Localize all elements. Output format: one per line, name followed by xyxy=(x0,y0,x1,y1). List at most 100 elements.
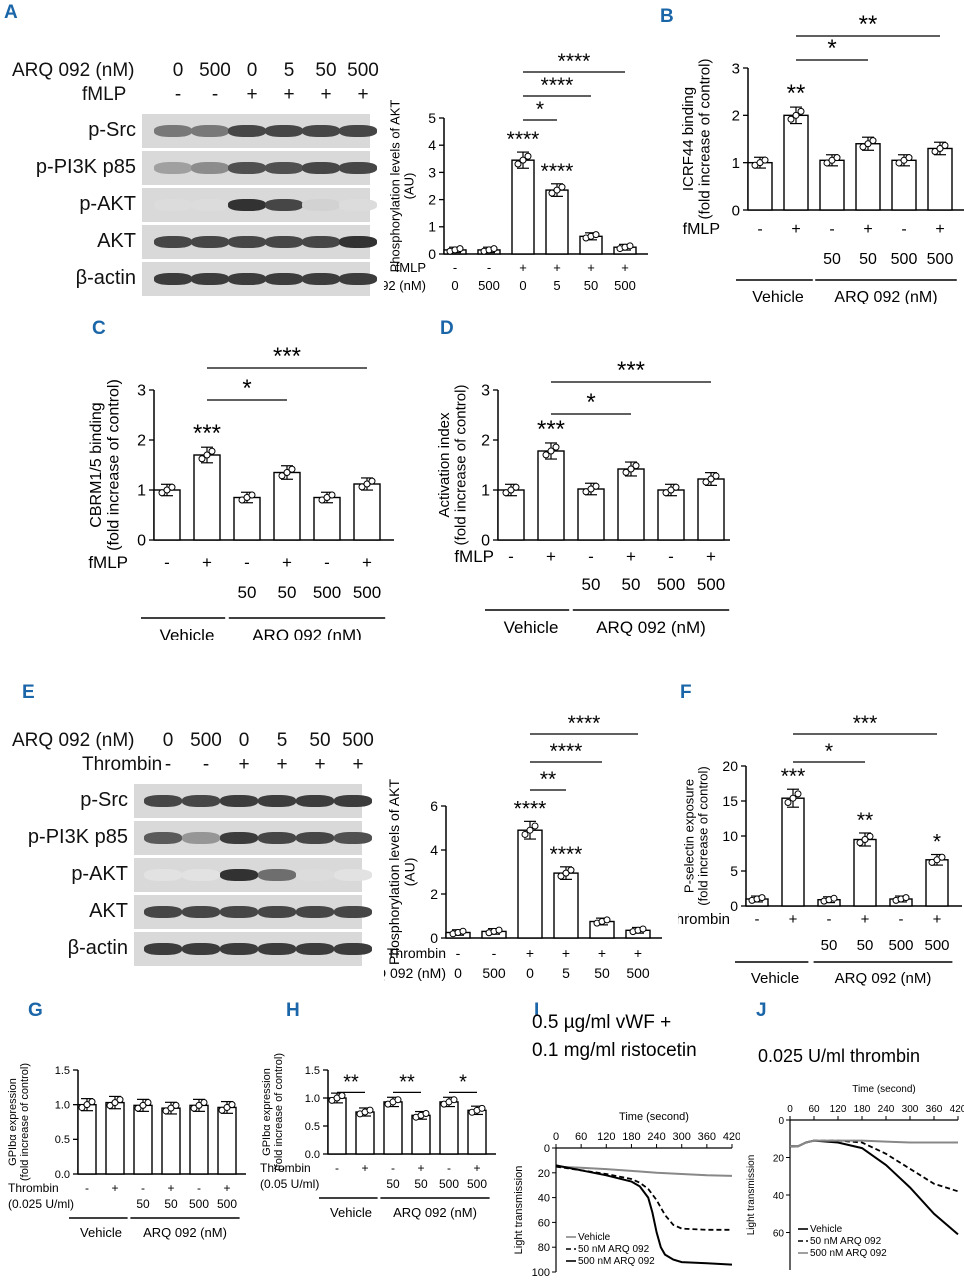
x-row2-label: 50 xyxy=(136,1197,150,1211)
x-row2-title: (0.025 U/ml) xyxy=(8,1197,74,1211)
blot-stim-label: Thrombin xyxy=(82,754,163,775)
blot-band xyxy=(334,869,372,881)
data-point xyxy=(456,245,464,253)
data-point xyxy=(495,926,503,934)
data-point xyxy=(203,451,211,459)
data-point xyxy=(338,1092,346,1100)
data-point xyxy=(905,154,913,162)
y-tick-label: 1 xyxy=(137,483,146,500)
blot-band xyxy=(265,236,303,248)
legend-label: Vehicle xyxy=(810,1224,843,1235)
blot-band xyxy=(191,236,229,248)
bar xyxy=(747,161,773,211)
bar xyxy=(617,468,645,541)
x-row2-label: 0 xyxy=(526,965,534,981)
y-tick-label: 0.5 xyxy=(305,1121,320,1133)
x-row2-label: 500 xyxy=(467,1177,487,1191)
y-axis-label: ICRF44 binding(fold increase of control) xyxy=(680,59,714,220)
x-row1-label: - xyxy=(757,221,762,238)
x-row2-label: 500 xyxy=(626,965,650,981)
y-axis-label: Phosphorylation levels of AKT(AU) xyxy=(386,779,417,965)
significance-label: ** xyxy=(787,80,806,107)
data-point xyxy=(358,483,366,491)
blot-stim-value: - xyxy=(202,754,210,775)
x-tick-label: 120 xyxy=(830,1104,847,1115)
x-row1-title: Thrombin xyxy=(387,945,446,961)
blot-row-label: p-PI3K p85 xyxy=(27,826,128,848)
y-tick-label: 3 xyxy=(137,383,146,400)
bar xyxy=(383,1101,403,1155)
y-axis-label: Light transmission xyxy=(513,1166,525,1255)
y-tick-label: 60 xyxy=(538,1217,550,1229)
blot-row-label: p-AKT xyxy=(71,863,128,885)
y-tick-label: 0 xyxy=(428,246,436,262)
data-point xyxy=(83,1101,91,1109)
x-row1-label: + xyxy=(634,945,642,961)
y-tick-label: 4 xyxy=(428,137,436,153)
group-label: Vehicle xyxy=(752,289,804,304)
x-tick-label: 0 xyxy=(553,1131,559,1143)
y-tick-label: 0.0 xyxy=(55,1169,70,1181)
data-point xyxy=(833,154,841,162)
data-point xyxy=(856,839,864,847)
panel-letter-j: J xyxy=(756,1000,767,1021)
group-label: Vehicle xyxy=(160,626,215,640)
blot-dose-value: 500 xyxy=(342,730,374,751)
bar xyxy=(545,189,569,255)
bar xyxy=(153,489,181,541)
blot-dose-value: 0 xyxy=(162,730,174,751)
blot-band xyxy=(296,943,334,955)
y-tick-label: 1.5 xyxy=(305,1065,320,1077)
significance-label: **** xyxy=(541,74,574,97)
x-row2-label: 500 xyxy=(657,575,685,594)
blot-dose-label: ARQ 092 (nM) xyxy=(12,60,135,81)
x-axis-label: Time (second) xyxy=(619,1111,689,1123)
blot-band xyxy=(182,795,220,807)
data-point xyxy=(938,853,946,861)
blot-band xyxy=(182,906,220,918)
bar xyxy=(189,1104,209,1175)
x-tick-label: 360 xyxy=(698,1131,716,1143)
data-point xyxy=(514,160,522,168)
x-row2-label: 5 xyxy=(553,278,560,293)
y-tick-label: 0.5 xyxy=(55,1134,70,1146)
blot-stim-value: + xyxy=(357,84,369,105)
x-row1-label: + xyxy=(562,945,570,961)
legend-label: Vehicle xyxy=(578,1232,611,1243)
bar xyxy=(193,454,221,541)
legend-label: 50 nM ARQ 092 xyxy=(810,1236,882,1247)
western-blot-e: ARQ 092 (nM) Thrombin 0-500-0 +5 +50 +500 + p-S… xyxy=(0,730,380,966)
blot-band xyxy=(144,906,182,918)
bar xyxy=(133,1104,153,1175)
data-point xyxy=(626,242,634,250)
blot-band xyxy=(296,869,334,881)
y-axis-label: CBRM1/5 binding(fold increase of control… xyxy=(88,379,123,551)
data-point xyxy=(283,469,291,476)
data-point xyxy=(144,1098,152,1106)
x-row2-label: 50 xyxy=(622,575,641,594)
x-row1-label: + xyxy=(111,1181,118,1195)
x-row2-label: 50 xyxy=(582,575,601,594)
data-point xyxy=(672,483,680,491)
x-row2-title: (0.05 U/ml) xyxy=(260,1177,319,1191)
group-label: ARQ 092 (nM) xyxy=(835,970,932,987)
group-label: Vehicle xyxy=(504,618,559,637)
x-row2-label: 0 xyxy=(454,965,462,981)
y-tick-label: 5 xyxy=(428,110,436,126)
data-point xyxy=(548,189,556,197)
data-point xyxy=(490,245,498,253)
x-row1-label: - xyxy=(335,1161,339,1175)
y-tick-label: 15 xyxy=(722,793,738,809)
significance-label: ** xyxy=(859,11,878,38)
data-point xyxy=(134,1104,142,1112)
bar xyxy=(853,838,877,907)
x-row2-label: 50 xyxy=(164,1197,178,1211)
blot-band xyxy=(220,832,258,844)
data-point xyxy=(864,140,872,148)
data-point xyxy=(106,1102,114,1110)
x-tick-label: 420 xyxy=(723,1131,740,1143)
significance-label: ** xyxy=(399,1071,415,1093)
significance-label: *** xyxy=(617,357,645,384)
data-point xyxy=(78,1104,86,1112)
blot-band xyxy=(220,943,258,955)
